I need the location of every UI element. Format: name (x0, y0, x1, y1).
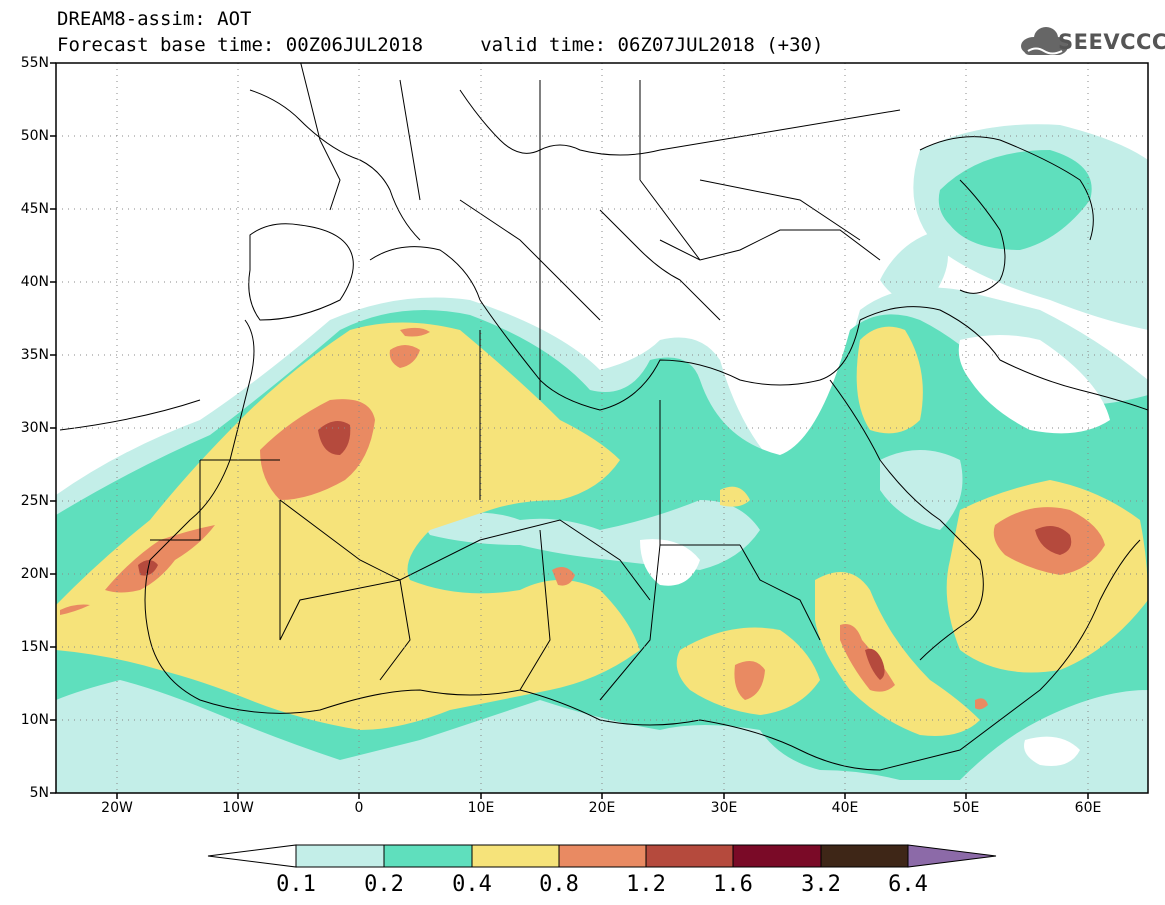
axis-ticks (50, 62, 1089, 799)
colorbar-segment (295, 844, 385, 868)
lon-label: 10E (467, 800, 495, 816)
lon-label: 30E (710, 800, 738, 816)
lat-label: 55N (20, 55, 49, 71)
lat-label: 15N (20, 639, 49, 655)
forecast-time-info: Forecast base time: 00Z06JUL2018 valid t… (57, 34, 824, 56)
colorbar-lower-triangle (207, 844, 297, 868)
colorbar-label: 0.2 (364, 872, 404, 897)
lon-label: 20E (588, 800, 616, 816)
colorbar-segment (558, 844, 647, 868)
chart-title: DREAM8-assim: AOT (57, 8, 252, 30)
lat-label: 35N (20, 347, 49, 363)
colorbar (207, 844, 997, 868)
lat-label: 30N (20, 420, 49, 436)
colorbar-segment (820, 844, 909, 868)
aot-contour-0.4 (56, 322, 640, 730)
colorbar-segment (471, 844, 560, 868)
colorbar-segment (383, 844, 473, 868)
lat-label: 25N (20, 493, 49, 509)
graticule (56, 63, 1148, 793)
colorbar-label: 1.2 (626, 872, 666, 897)
lon-label: 0 (354, 800, 364, 816)
colorbar-label: 6.4 (888, 872, 928, 897)
cloud-icon (1021, 27, 1068, 55)
colorbar-label: 1.6 (713, 872, 753, 897)
lat-label: 50N (20, 128, 49, 144)
lon-label: 60E (1074, 800, 1102, 816)
colorbar-label: 0.4 (452, 872, 492, 897)
aot-fields (56, 124, 1148, 793)
colorbar-segment (732, 844, 822, 868)
colorbar-upper-triangle (907, 844, 997, 868)
lon-label: 50E (952, 800, 980, 816)
lon-label: 40E (831, 800, 859, 816)
colorbar-label: 0.1 (276, 872, 316, 897)
lat-label: 10N (20, 712, 49, 728)
logo-text: SEEVCCC (1058, 30, 1165, 54)
lat-label: 5N (29, 785, 49, 801)
colorbar-segment (645, 844, 734, 868)
lat-label: 20N (20, 566, 49, 582)
lon-label: 20W (101, 800, 133, 816)
country-borders (59, 63, 1148, 771)
aot-contour-1.2 (318, 421, 351, 455)
colorbar-label: 0.8 (539, 872, 579, 897)
colorbar-label: 3.2 (801, 872, 841, 897)
lon-label: 10W (222, 800, 254, 816)
lat-label: 45N (20, 201, 49, 217)
lat-label: 40N (20, 274, 49, 290)
